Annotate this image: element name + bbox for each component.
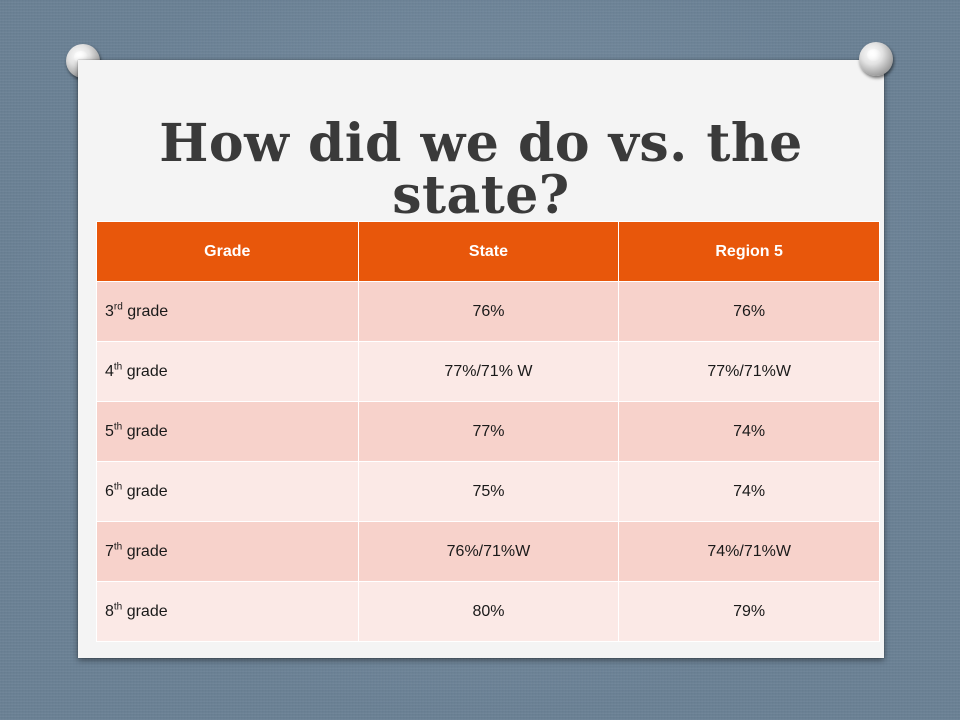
grade-word: grade bbox=[122, 422, 168, 440]
region-cell: 74% bbox=[618, 461, 880, 522]
region-cell: 76% bbox=[618, 281, 880, 342]
results-table: Grade State Region 5 3rd grade 76% 76% 4… bbox=[96, 221, 880, 642]
grade-number: 8 bbox=[105, 602, 114, 620]
pushpin-right-icon bbox=[859, 42, 893, 76]
grade-number: 5 bbox=[105, 422, 114, 440]
grade-cell: 4th grade bbox=[96, 341, 359, 402]
table-row: 8th grade 80% 79% bbox=[96, 581, 880, 642]
slide-title: How did we do vs. the state? bbox=[159, 113, 803, 226]
grade-word: grade bbox=[122, 602, 168, 620]
grade-number: 6 bbox=[105, 482, 114, 500]
grade-ordinal-suffix: rd bbox=[113, 301, 123, 313]
grade-word: grade bbox=[122, 302, 169, 320]
state-cell: 76% bbox=[357, 281, 620, 342]
grade-number: 7 bbox=[105, 542, 114, 560]
grade-cell: 6th grade bbox=[96, 461, 359, 522]
table-row: 4th grade 77%/71% W 77%/71%W bbox=[96, 341, 880, 402]
table-row: 6th grade 75% 74% bbox=[96, 461, 880, 522]
table-row: 5th grade 77% 74% bbox=[96, 401, 880, 462]
grade-ordinal-suffix: th bbox=[113, 421, 123, 433]
grade-number: 4 bbox=[105, 362, 114, 380]
header-state: State bbox=[357, 221, 620, 282]
grade-word: grade bbox=[122, 362, 168, 380]
region-cell: 74%/71%W bbox=[618, 521, 880, 582]
table-header-row: Grade State Region 5 bbox=[96, 221, 880, 282]
state-cell: 77%/71% W bbox=[357, 341, 620, 402]
grade-number: 3 bbox=[105, 302, 114, 320]
state-cell: 77% bbox=[357, 401, 620, 462]
header-region: Region 5 bbox=[618, 221, 880, 282]
state-cell: 76%/71%W bbox=[357, 521, 620, 582]
grade-cell: 8th grade bbox=[96, 581, 359, 642]
state-cell: 80% bbox=[357, 581, 620, 642]
table-row: 7th grade 76%/71%W 74%/71%W bbox=[96, 521, 880, 582]
state-cell: 75% bbox=[357, 461, 620, 522]
region-cell: 74% bbox=[618, 401, 880, 462]
region-cell: 77%/71%W bbox=[618, 341, 880, 402]
grade-ordinal-suffix: th bbox=[113, 541, 123, 553]
grade-cell: 7th grade bbox=[96, 521, 359, 582]
grade-cell: 5th grade bbox=[96, 401, 359, 462]
header-grade: Grade bbox=[96, 221, 359, 282]
grade-ordinal-suffix: th bbox=[113, 361, 123, 373]
grade-word: grade bbox=[122, 542, 168, 560]
grade-ordinal-suffix: th bbox=[113, 601, 123, 613]
grade-word: grade bbox=[122, 482, 168, 500]
grade-ordinal-suffix: th bbox=[113, 481, 123, 493]
table-row: 3rd grade 76% 76% bbox=[96, 281, 880, 342]
region-cell: 79% bbox=[618, 581, 880, 642]
grade-cell: 3rd grade bbox=[96, 281, 359, 342]
